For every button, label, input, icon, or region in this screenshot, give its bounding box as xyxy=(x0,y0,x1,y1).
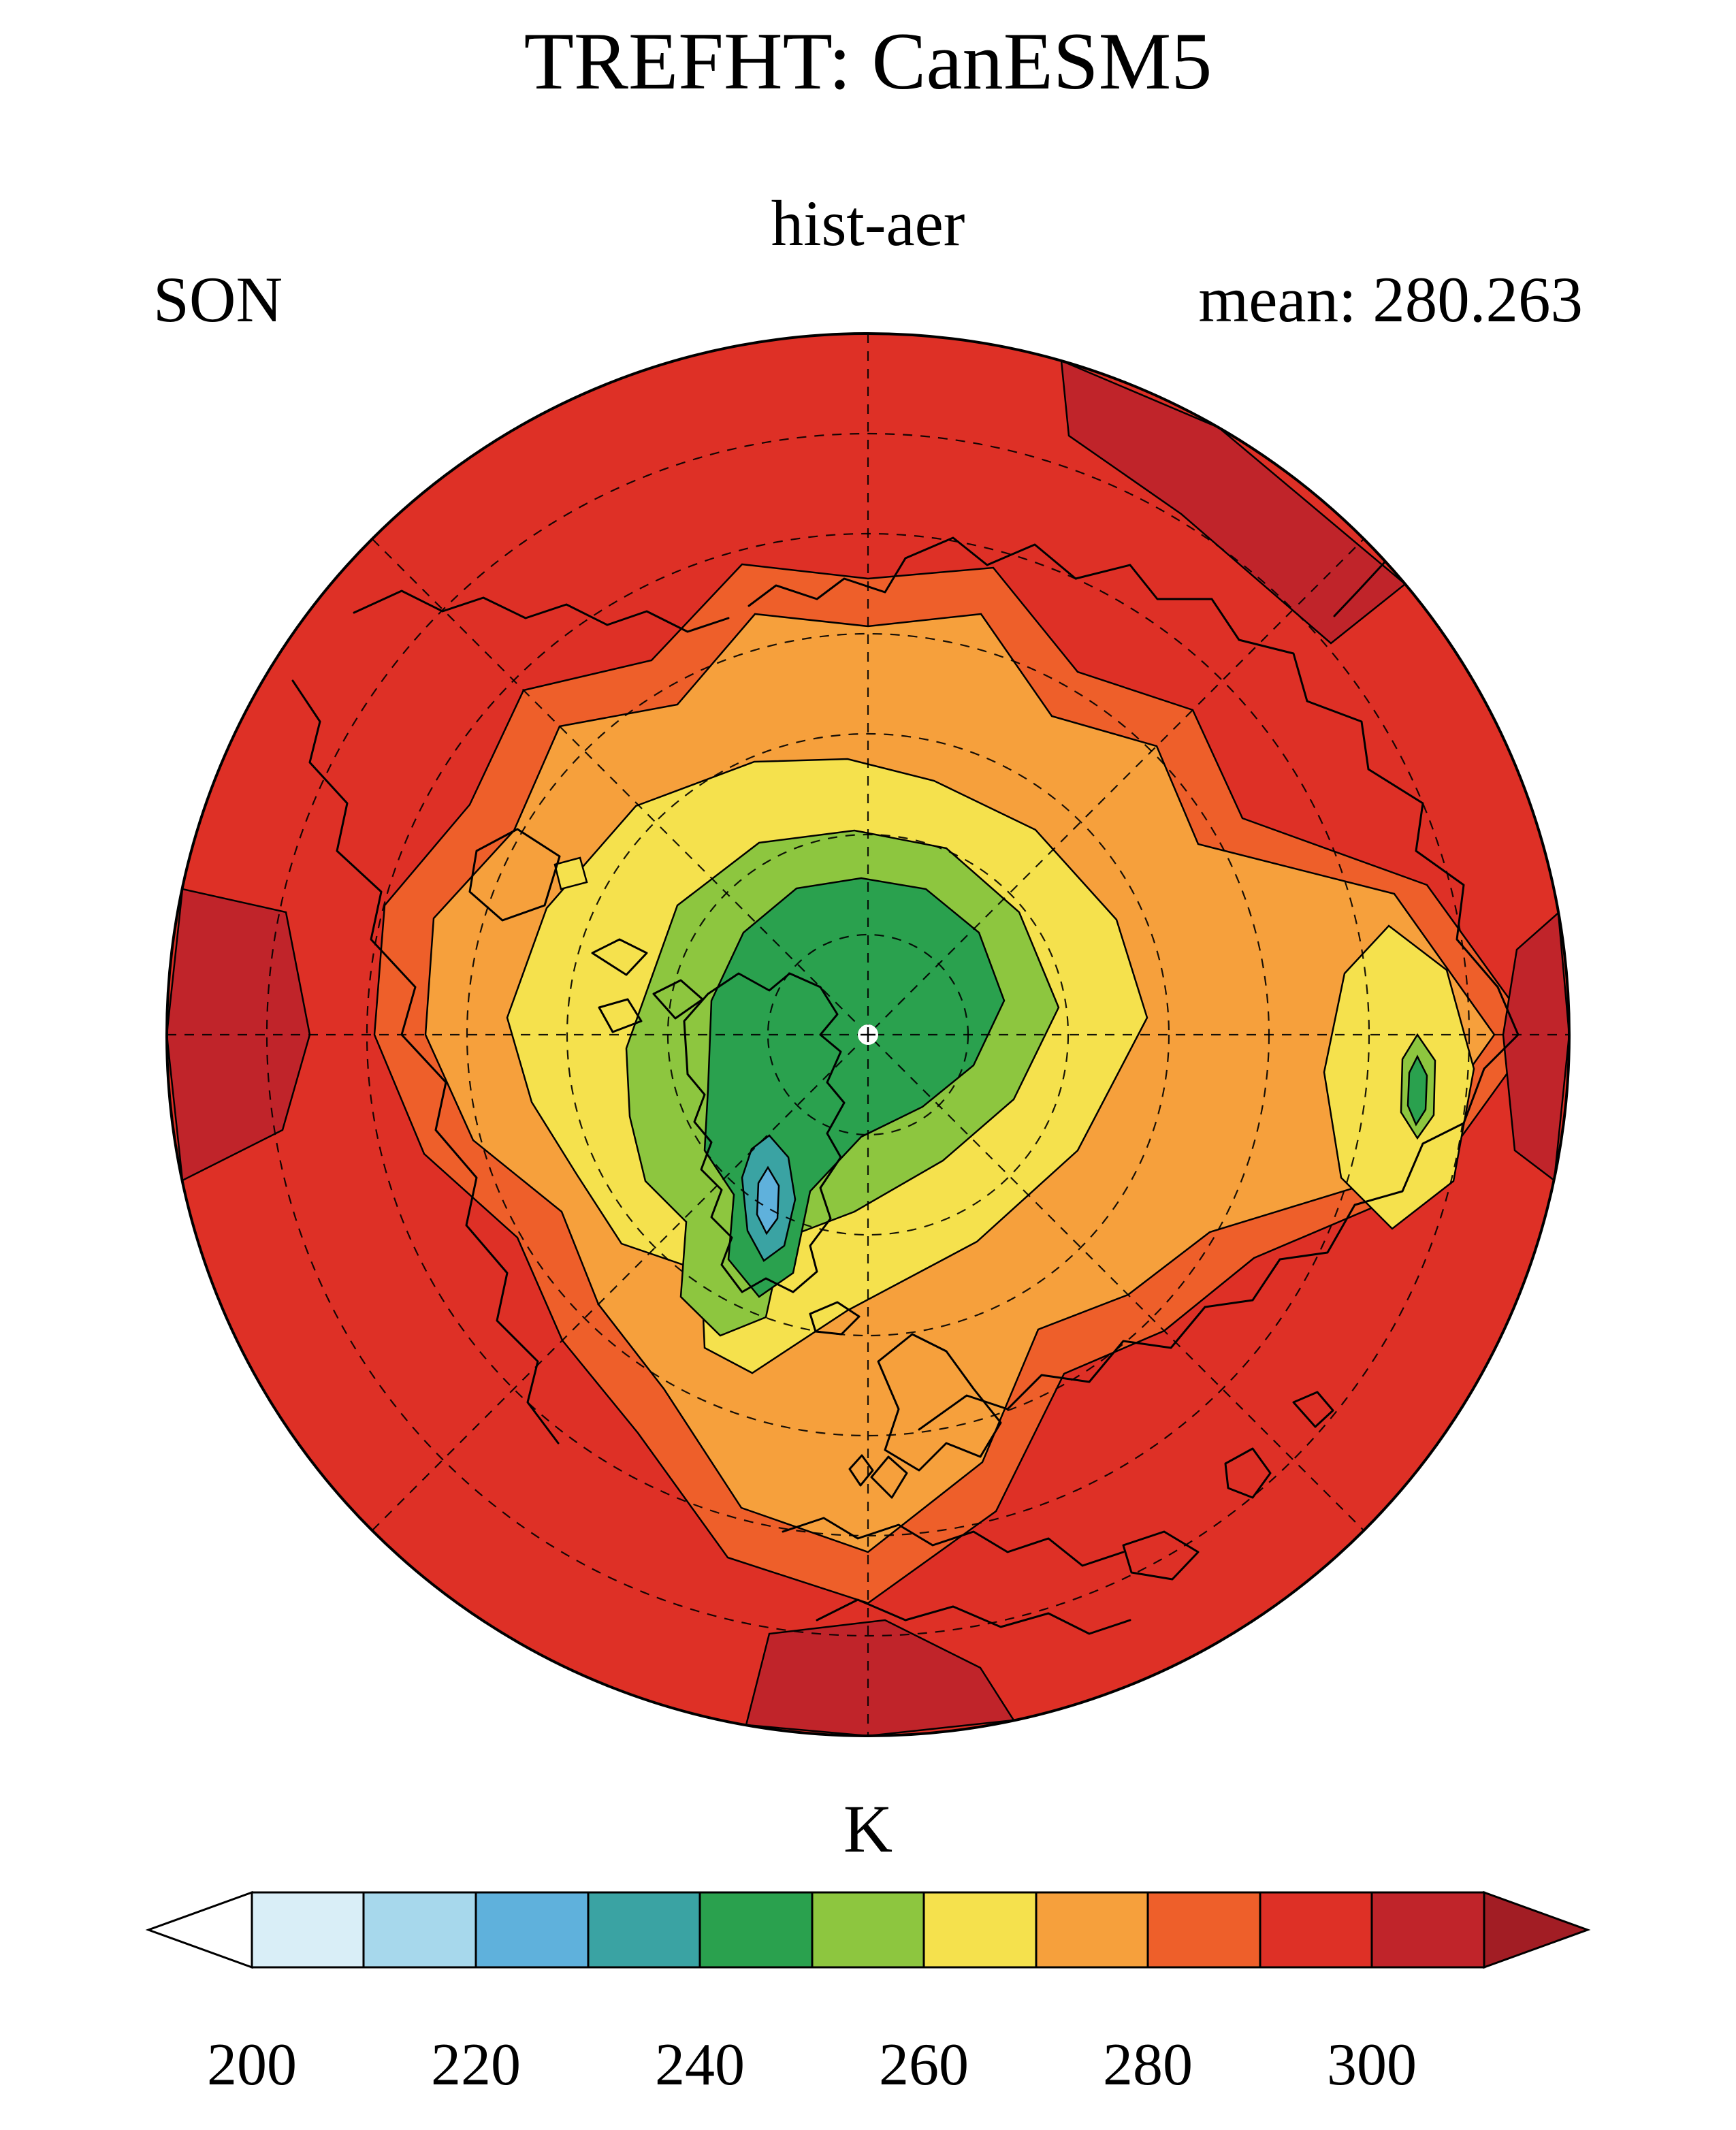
coastline-britain-iceland xyxy=(809,1301,908,1499)
tick-240: 240 xyxy=(655,2032,745,2098)
colorbar-over-triangle xyxy=(1483,1890,1591,1969)
coastline-caspian xyxy=(1224,1391,1334,1499)
season-label: SON xyxy=(153,263,283,336)
coastline-arctic-islands xyxy=(591,938,704,1033)
colorbar-box-270-280 xyxy=(1035,1891,1149,1969)
coastline-north-america xyxy=(291,679,560,1445)
colorbar-units-label: K xyxy=(843,1791,893,1867)
coastline-greenland xyxy=(683,972,846,1293)
mean-label: mean: 280.263 xyxy=(1198,263,1583,336)
colorbar xyxy=(145,1890,1591,1969)
figure-title: TREFHT: CanESM5 xyxy=(524,16,1212,106)
colorbar-box-290-300 xyxy=(1259,1891,1373,1969)
pole-marker-cross xyxy=(861,1027,875,1042)
contour-band-220-230 xyxy=(756,1165,780,1236)
colorbar-box-240-250 xyxy=(698,1891,814,1969)
coastline-scandinavia xyxy=(877,1333,1002,1472)
map-boundary-circle xyxy=(165,332,1571,1737)
contour-band-260-270-tibet xyxy=(1323,924,1475,1230)
colorbar-box-220-230 xyxy=(475,1891,590,1969)
colorbar-box-300-310 xyxy=(1370,1891,1485,1969)
colorbar-box-200-210 xyxy=(251,1891,365,1969)
latitude-circle-60n xyxy=(566,732,1170,1337)
figure-subtitle: hist-aer xyxy=(771,187,965,259)
colorbar-ticks: 200 220 240 260 280 300 xyxy=(207,2032,1417,2098)
tick-300: 300 xyxy=(1327,2032,1417,2098)
colorbar-box-260-270 xyxy=(922,1891,1038,1969)
tick-200: 200 xyxy=(207,2032,297,2098)
coastline-eurasia xyxy=(748,536,1520,1431)
coastline-europe-mediterranean xyxy=(782,1517,1200,1635)
coastline-hudson-bay xyxy=(468,828,561,922)
contour-band-240-250-tibet-sliver xyxy=(1407,1054,1428,1127)
colorbar-box-280-290 xyxy=(1146,1891,1261,1969)
map-area xyxy=(167,334,1569,1736)
latitude-circle-30n xyxy=(266,432,1470,1637)
colorbar-under-triangle xyxy=(145,1890,253,1969)
contour-band-300-310-right xyxy=(1502,911,1569,1182)
colorbar-box-230-240 xyxy=(587,1891,701,1969)
contour-band-260-270-spot xyxy=(553,856,588,890)
coastline-alaska-bering xyxy=(353,590,730,633)
contour-band-300-310-bottom xyxy=(745,1619,1016,1736)
colorbar-box-250-260 xyxy=(811,1891,925,1969)
tick-280: 280 xyxy=(1103,2032,1193,2098)
colorbar-box-210-220 xyxy=(362,1891,477,1969)
tick-220: 220 xyxy=(431,2032,521,2098)
tick-260: 260 xyxy=(879,2032,969,2098)
